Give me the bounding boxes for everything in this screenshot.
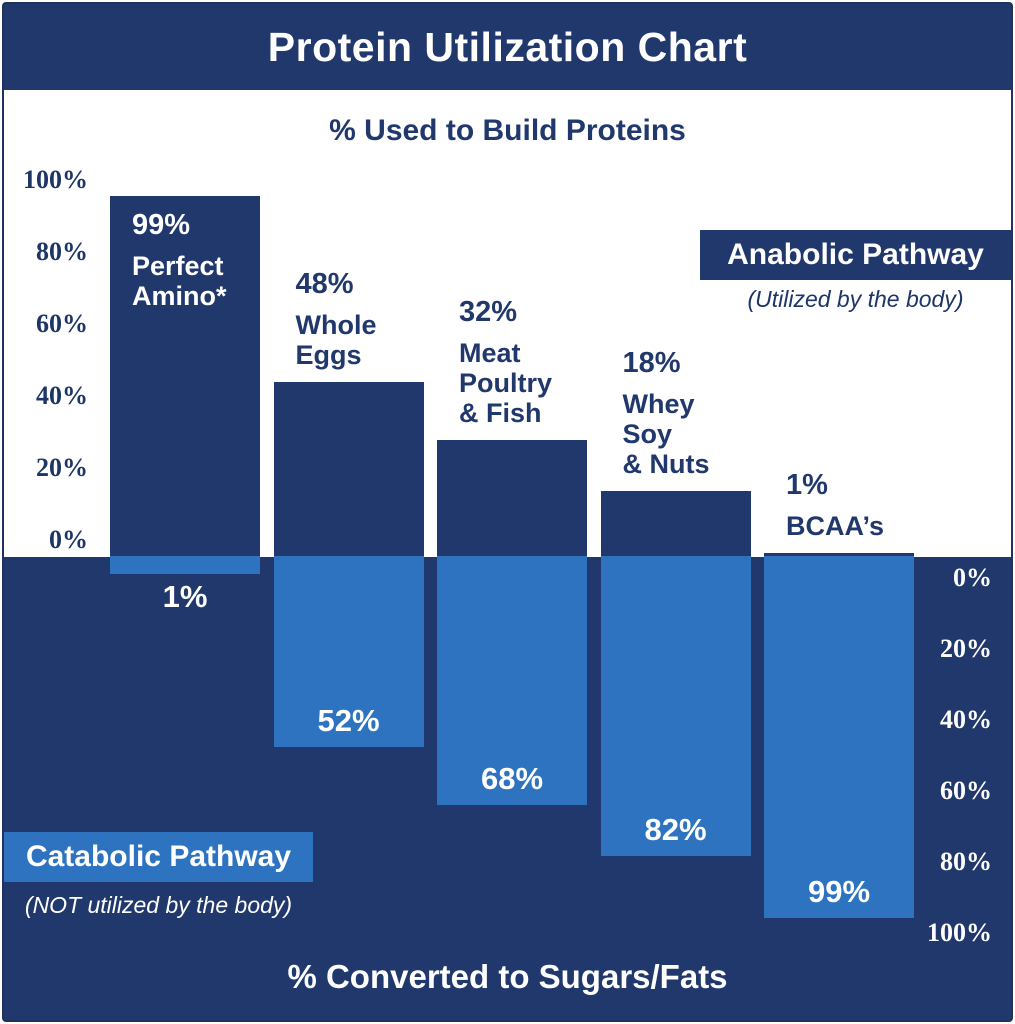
category-name-line: BCAA’s: [786, 511, 885, 542]
left-axis-tick: 80%: [36, 237, 88, 266]
catabolic-value-label: 52%: [317, 702, 380, 738]
catabolic-value-label: 1%: [162, 579, 208, 614]
catabolic-legend: Catabolic Pathway: [4, 832, 313, 882]
right-axis-tick: 40%: [940, 705, 992, 734]
left-axis-tick: 100%: [23, 165, 88, 194]
anabolic-bar: [273, 381, 424, 557]
category-name-line: Perfect: [132, 250, 224, 281]
category-name-line: Poultry: [459, 368, 553, 399]
catabolic-value-label: 82%: [644, 812, 707, 848]
category-name-line: Soy: [622, 419, 673, 450]
right-axis-tick: 20%: [940, 634, 992, 663]
bar-category-label: 32% Meat Poultry & Fish: [459, 297, 552, 428]
category-name-line: Amino*: [132, 280, 227, 311]
bar-category-label: 18% Whey Soy & Nuts: [623, 348, 710, 479]
catabolic-bar: [437, 556, 587, 806]
anabolic-value-label: 99%: [132, 208, 191, 241]
category-name-line: Whey: [622, 389, 695, 420]
right-axis-tick: 80%: [940, 847, 992, 876]
left-axis-tick: 60%: [36, 309, 88, 338]
anabolic-value-label: 32%: [459, 296, 518, 329]
left-axis-tick: 20%: [36, 453, 88, 482]
catabolic-bar: [600, 556, 751, 857]
anabolic-bar: [764, 553, 914, 557]
chart-title: Protein Utilization Chart: [267, 23, 748, 70]
chart-header: Protein Utilization Chart: [4, 4, 1011, 90]
anabolic-bar: [600, 491, 751, 557]
anabolic-legend: Anabolic Pathway: [700, 230, 1011, 280]
anabolic-legend-label: Anabolic Pathway: [727, 238, 984, 271]
catabolic-bar: [764, 556, 914, 919]
catabolic-bar: [110, 556, 260, 574]
bar-category-label: 1% BCAA’s: [786, 470, 884, 541]
right-axis-tick: 100%: [927, 918, 992, 947]
catabolic-legend-label: Catabolic Pathway: [25, 840, 292, 873]
anabolic-value-label: 1%: [786, 469, 828, 502]
left-axis-tick: 0%: [49, 525, 88, 554]
right-axis-tick: 60%: [940, 776, 992, 805]
anabolic-value-label: 18%: [622, 347, 681, 380]
anabolic-bar: [110, 195, 260, 557]
catabolic-bar: [273, 556, 424, 747]
bottom-axis-title: % Converted to Sugars/Fats: [287, 958, 728, 995]
right-axis-tick: 0%: [953, 563, 992, 592]
anabolic-bar: [437, 440, 587, 557]
bar-category-label: 48% Whole Eggs: [296, 269, 377, 370]
anabolic-value-label: 48%: [295, 267, 354, 300]
catabolic-value-label: 99%: [807, 874, 871, 910]
bar-category-label: 99% Perfect Amino*: [132, 210, 227, 311]
category-name-line: Meat: [459, 338, 521, 369]
catabolic-legend-note: (NOT utilized by the body): [24, 892, 293, 918]
top-axis-title: % Used to Build Proteins: [329, 114, 686, 147]
category-name-line: & Fish: [459, 398, 542, 429]
anabolic-legend-note: (Utilized by the body): [747, 286, 964, 312]
left-axis-tick: 40%: [36, 381, 88, 410]
category-name-line: & Nuts: [622, 449, 710, 480]
category-name-line: Whole: [295, 309, 377, 340]
category-name-line: Eggs: [295, 339, 362, 370]
catabolic-value-label: 68%: [480, 761, 544, 797]
